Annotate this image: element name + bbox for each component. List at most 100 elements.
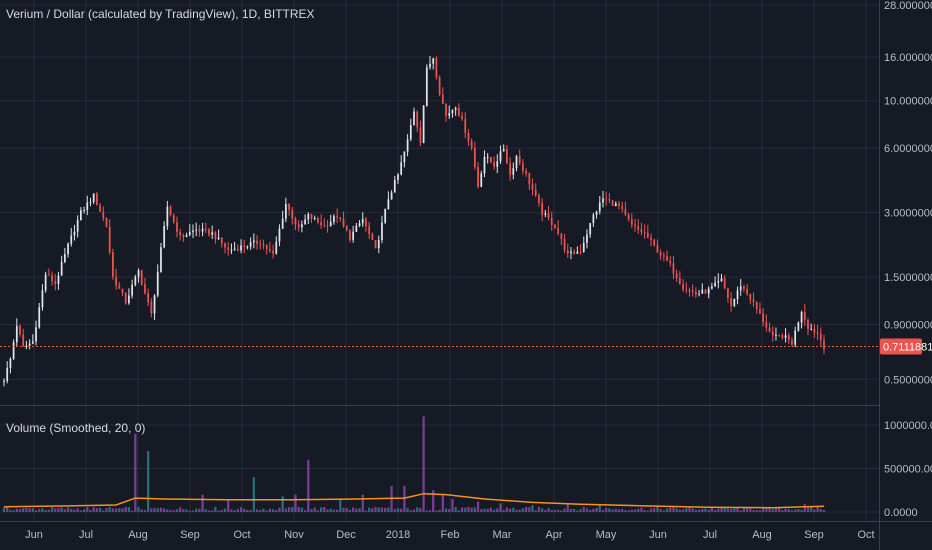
volume-bar [79, 510, 82, 512]
candle-body [301, 224, 303, 228]
candle-body [624, 209, 627, 215]
candle-body [208, 229, 210, 235]
volume-bar [412, 509, 416, 512]
volume-bar [733, 507, 736, 512]
price-tick-label: 28.00000000 [884, 0, 932, 12]
volume-bar [547, 507, 550, 512]
candle-body [675, 273, 678, 279]
candle-body [762, 313, 765, 322]
candle-body [531, 184, 534, 190]
volume-bar [243, 508, 246, 512]
candle-body [678, 278, 681, 284]
candle-body [602, 198, 604, 203]
volume-bar [12, 510, 15, 512]
candle-body [563, 238, 566, 251]
volume-bar [512, 507, 515, 512]
volume-bar [406, 507, 409, 512]
candle-body [749, 294, 752, 300]
volume-bar [771, 509, 774, 512]
candle-body [573, 251, 576, 254]
volume-bar [172, 510, 175, 512]
volume-bar [691, 508, 694, 512]
candle-body [339, 217, 342, 219]
candle-body [393, 180, 396, 193]
volume-bar [57, 508, 60, 512]
volume-bar [278, 507, 281, 512]
volume-bar [473, 507, 476, 512]
volume-bar [163, 508, 166, 512]
candle-body [746, 288, 749, 295]
volume-bar [137, 507, 140, 512]
candle-body [509, 163, 511, 175]
candle-body [211, 232, 214, 235]
volume-bar [227, 498, 230, 512]
candle-body [246, 246, 249, 248]
candle-body [44, 274, 47, 291]
time-tick-label: Aug [752, 529, 772, 541]
volume-bar [557, 509, 560, 512]
candle-body [262, 243, 265, 245]
volume-bar [486, 508, 489, 512]
volume-bar [82, 509, 86, 512]
volume-bar [303, 510, 307, 512]
candle-body [422, 105, 425, 144]
candle-body [618, 203, 620, 206]
volume-bar [281, 496, 284, 512]
candle-body [659, 252, 662, 256]
volume-bar [739, 510, 742, 512]
time-tick-label: Sep [804, 529, 824, 541]
candle-body [592, 214, 595, 224]
candle-body [397, 174, 399, 181]
volume-bar [191, 510, 195, 512]
volume-bar [521, 508, 525, 512]
candle-body [63, 254, 66, 262]
candle-body [682, 283, 684, 290]
volume-bar [646, 510, 649, 512]
candle-body [473, 148, 476, 168]
candle-body [643, 232, 646, 234]
candle-body [224, 243, 226, 248]
volume-bar [403, 485, 406, 512]
volume-bar [803, 504, 806, 512]
volume-bar [736, 508, 739, 512]
volume-bar [621, 508, 624, 512]
candle-body [666, 255, 668, 261]
candle-body [608, 199, 611, 201]
candle-body [147, 292, 150, 303]
price-axis[interactable]: 28.00000000 16.00000000 10.00000000 6.00000… [884, 0, 932, 386]
candle-body [156, 271, 159, 296]
candle-body [329, 221, 332, 227]
candle-body [291, 209, 294, 219]
candle-body [240, 245, 242, 251]
candle-body [454, 107, 457, 110]
volume-bar [396, 508, 400, 512]
volume-bar [185, 509, 188, 512]
candle-body [268, 248, 271, 251]
volume-bar [131, 510, 134, 512]
candle-body [355, 225, 358, 232]
volume-bar [813, 509, 816, 512]
time-axis[interactable]: Jun Jul Aug Sep Oct Nov Dec 2018 Feb Mar Apr May Jun… [25, 529, 874, 541]
candle-body [182, 235, 185, 237]
candle-body [720, 278, 723, 282]
volume-axis[interactable]: 1000000.0000 500000.0000 0.0000 [884, 420, 932, 519]
volume-bar [758, 510, 762, 512]
volume-bar [464, 507, 467, 512]
time-tick-label: Dec [336, 529, 356, 541]
volume-bar [499, 503, 502, 512]
volume-bar [204, 509, 207, 512]
candle-body [124, 293, 127, 304]
volume-indicator-label[interactable]: Volume (Smoothed, 20, 0) [6, 421, 145, 435]
candle-body [483, 156, 486, 174]
volume-bar [614, 508, 617, 512]
candle-body [227, 247, 230, 250]
candle-body [112, 252, 114, 277]
candle-body [803, 312, 806, 320]
price-tick-label: 0.50000000 [884, 374, 932, 386]
volume-bar [268, 508, 271, 512]
volume-bar [28, 508, 31, 512]
candle-body [352, 231, 355, 240]
candle-body [467, 132, 470, 141]
volume-bar [86, 507, 89, 512]
